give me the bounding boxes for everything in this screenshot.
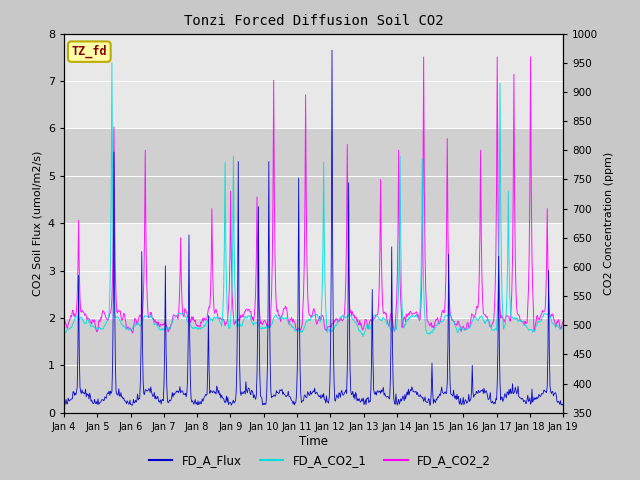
Bar [64, 223, 563, 318]
Bar [64, 128, 563, 223]
Bar [64, 318, 563, 413]
Legend: FD_A_Flux, FD_A_CO2_1, FD_A_CO2_2: FD_A_Flux, FD_A_CO2_1, FD_A_CO2_2 [144, 449, 496, 472]
Y-axis label: CO2 Concentration (ppm): CO2 Concentration (ppm) [604, 152, 614, 295]
X-axis label: Time: Time [299, 434, 328, 448]
Bar [64, 34, 563, 128]
Text: TZ_fd: TZ_fd [72, 45, 107, 58]
Y-axis label: CO2 Soil Flux (umol/m2/s): CO2 Soil Flux (umol/m2/s) [32, 151, 42, 296]
Title: Tonzi Forced Diffusion Soil CO2: Tonzi Forced Diffusion Soil CO2 [184, 14, 444, 28]
